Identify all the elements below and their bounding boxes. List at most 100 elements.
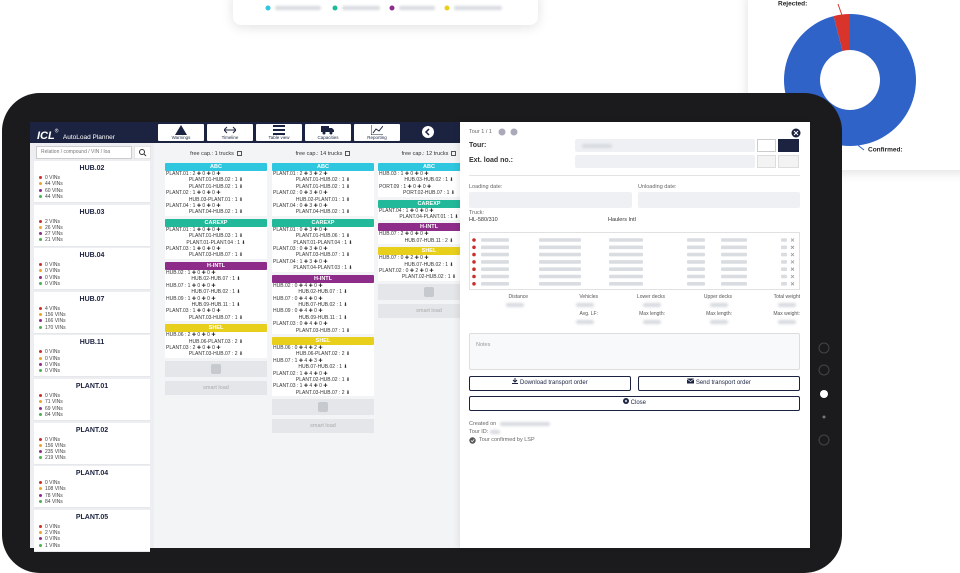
tab[interactable]: Warnings — [158, 124, 204, 141]
tour-head[interactable]: HUB.07 : 1 ✚ 4 ✚ 3 ✚ — [272, 357, 374, 365]
tour-head[interactable]: PLANT.02 : 0 ✚ 3 ✚ 0 ✚ — [272, 190, 374, 197]
vin-count-text: 44 VINs — [45, 181, 63, 188]
tour-head[interactable]: PLANT.04 : 1 ✚ 3 ✚ 0 ✚ — [272, 258, 374, 266]
blurred-cell — [687, 252, 705, 257]
vin-count: 2 VINs — [39, 219, 60, 225]
smart-load-button[interactable]: smart load — [165, 380, 267, 395]
copy-button[interactable] — [757, 155, 776, 168]
vin-count: 0 VINs — [39, 536, 60, 542]
tour-head[interactable]: HUB.03 : 1 ✚ 0 ✚ 0 ✚ — [378, 171, 460, 178]
tab[interactable]: Table view — [256, 124, 302, 141]
tour-head[interactable]: PLANT.04 : 1 ✚ 0 ✚ 0 ✚ — [378, 207, 460, 215]
vin-count: 219 VINs — [39, 455, 66, 461]
tour-nav[interactable] — [498, 128, 520, 136]
hauler: Haulers Intl — [608, 217, 636, 223]
blurred-cell — [687, 260, 705, 264]
row-remove — [790, 238, 795, 242]
capacity-checkbox[interactable] — [345, 151, 351, 157]
tour-head[interactable]: HUB.09 : 0 ✚ 4 ✚ 0 ✚ — [272, 308, 374, 315]
tour-leg: PLANT.02-HUB.02 : 1 ⬇ — [378, 274, 460, 281]
tour-head[interactable]: HUB.02 : 0 ✚ 4 ✚ 0 ✚ — [272, 282, 374, 290]
download-button[interactable]: Download transport order — [469, 376, 631, 391]
tab[interactable]: Timeline — [207, 124, 253, 141]
tour-head[interactable]: PLANT.03 : 1 ✚ 0 ✚ 0 ✚ — [165, 246, 267, 253]
tour-head[interactable]: PLANT.01 : 2 ✚ 3 ✚ 2 ✚ — [272, 171, 374, 178]
tour-head[interactable]: PLANT.02 : 0 ✚ 2 ✚ 0 ✚ — [378, 268, 460, 275]
tour-head[interactable]: HUB.07 : 0 ✚ 2 ✚ 0 ✚ — [378, 255, 460, 262]
status-dot — [39, 500, 42, 504]
blurred-cell — [609, 282, 643, 286]
segment-label: Rejected: — [778, 1, 807, 8]
add-button[interactable] — [378, 283, 460, 300]
close-icon[interactable] — [791, 128, 801, 138]
collapse-button[interactable] — [421, 125, 435, 139]
stat-value — [643, 320, 661, 324]
tour-leg: HUB.07-HUB.02 : 1 ⬇ — [378, 261, 460, 269]
tour-head[interactable]: PLANT.03 : 1 ✚ 4 ✚ 0 ✚ — [272, 383, 374, 390]
smart-load-button[interactable]: smart load — [378, 303, 460, 318]
tour-head[interactable]: HUB.09 : 1 ✚ 0 ✚ 0 ✚ — [165, 295, 267, 302]
tour-head[interactable]: PLANT.04 : 0 ✚ 3 ✚ 0 ✚ — [272, 203, 374, 210]
tour-head[interactable]: PLANT.02 : 1 ✚ 0 ✚ 0 ✚ — [165, 190, 267, 197]
status-dot — [39, 537, 42, 541]
tour-head[interactable]: PLANT.03 : 2 ✚ 0 ✚ 0 ✚ — [165, 344, 267, 352]
close-button[interactable]: Close — [469, 396, 800, 411]
vin-count-text: 0 VINs — [45, 523, 61, 530]
tour-head[interactable]: HUB.02 : 1 ✚ 0 ✚ 0 ✚ — [165, 269, 267, 277]
tour-head[interactable]: HUB.07 : 0 ✚ 4 ✚ 0 ✚ — [272, 295, 374, 302]
tour-head[interactable]: PLANT.01 : 2 ✚ 0 ✚ 0 ✚ — [165, 171, 267, 178]
group-header: CAREXP — [378, 199, 460, 208]
tab[interactable]: Capacities — [305, 124, 351, 141]
truck-id: HL-580/310 — [469, 217, 498, 223]
search-input[interactable]: Relation / compound / VIN / loa — [36, 146, 132, 159]
search-button[interactable] — [134, 146, 151, 159]
vin-count-text: 84 VINs — [45, 499, 63, 506]
send-button[interactable]: Send transport order — [638, 376, 800, 391]
capacity-checkbox[interactable] — [236, 151, 242, 157]
add-icon — [424, 286, 434, 297]
leader-line — [857, 145, 865, 151]
tour-head[interactable]: PLANT.03 : 0 ✚ 4 ✚ 0 ✚ — [272, 321, 374, 328]
tour-input[interactable] — [575, 139, 755, 152]
stat-label: Max weight: — [773, 311, 800, 317]
tour-head[interactable]: PLANT.04 : 1 ✚ 0 ✚ 0 ✚ — [165, 203, 267, 210]
tour-head[interactable]: HUB.06 : 2 ✚ 0 ✚ 0 ✚ — [165, 332, 267, 339]
add-button[interactable] — [272, 399, 374, 416]
tour-head[interactable]: PLANT.03 : 1 ✚ 0 ✚ 0 ✚ — [165, 308, 267, 315]
tab[interactable]: Reporting — [354, 124, 400, 141]
unloading-date[interactable] — [638, 192, 800, 208]
vin-count: 1 VINs — [39, 543, 60, 549]
notes-input[interactable] — [469, 333, 800, 370]
tour-head[interactable]: PORT.09 : 1 ✚ 0 ✚ 0 ✚ — [378, 183, 460, 191]
ext-input[interactable] — [575, 155, 755, 168]
loading-label: Loading date: — [469, 184, 503, 190]
blurred-cell — [481, 245, 509, 250]
stat-value — [506, 303, 524, 307]
tour-label: Tour: — [469, 142, 487, 149]
tour-head[interactable]: PLANT.01 : 1 ✚ 0 ✚ 0 ✚ — [165, 226, 267, 234]
copy-button[interactable] — [757, 139, 776, 152]
row-remove — [790, 260, 795, 264]
smart-load-button[interactable]: smart load — [272, 419, 374, 434]
legend-dots — [265, 5, 450, 11]
location-item: HUB.03 2 VINs 26 VINs 27 VINs 21 VINs — [34, 204, 150, 247]
upload-button[interactable] — [778, 155, 799, 168]
tour-head[interactable]: PLANT.01 : 0 ✚ 3 ✚ 0 ✚ — [272, 226, 374, 234]
location-item: PLANT.02 0 VINs 156 VINs 235 VINs 219 VINs — [34, 422, 150, 465]
status-dot — [39, 481, 42, 485]
add-button[interactable] — [165, 360, 267, 377]
location-name: HUB.02 — [79, 165, 105, 172]
tour-leg: HUB.07-HUB.02 : 1 ⬇ — [272, 364, 374, 371]
tour-head[interactable]: HUB.07 : 1 ✚ 0 ✚ 0 ✚ — [165, 282, 267, 290]
edit-button[interactable] — [778, 139, 799, 152]
vin-count-text: 0 VINs — [45, 536, 61, 543]
tour-head[interactable]: HUB.07 : 2 ✚ 0 ✚ 0 ✚ — [378, 231, 460, 238]
tour-head[interactable]: HUB.06 : 0 ✚ 4 ✚ 2 ✚ — [272, 344, 374, 352]
capacity-checkbox[interactable] — [451, 151, 457, 157]
tour-head[interactable]: PLANT.02 : 1 ✚ 4 ✚ 0 ✚ — [272, 370, 374, 377]
tour-leg: PLANT.04-HUB.02 : 1 ⬇ — [165, 209, 267, 216]
row-dot — [472, 245, 476, 250]
tour-head[interactable]: PLANT.03 : 0 ✚ 3 ✚ 0 ✚ — [272, 246, 374, 253]
loading-date[interactable] — [469, 192, 632, 208]
vin-count: 71 VINs — [39, 399, 63, 405]
